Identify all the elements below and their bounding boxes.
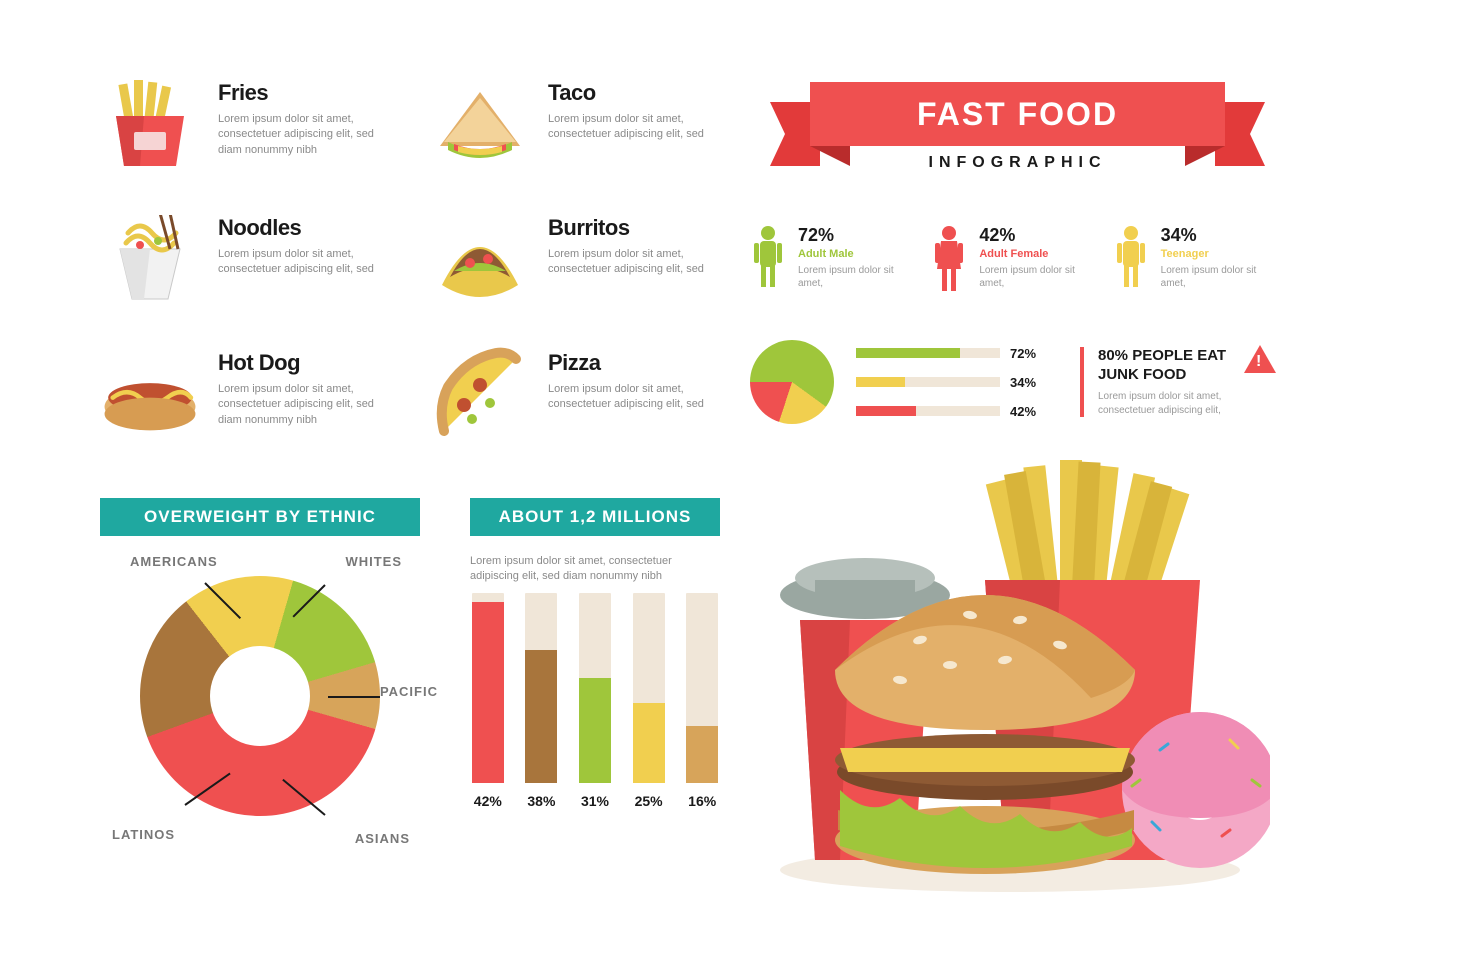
food-desc: Lorem ipsum dolor sit amet, consectetuer… [218, 247, 383, 278]
donut-seg-label: ASIANS [355, 831, 410, 846]
bar-chart: 42% 38% 31% 25% 16% [470, 599, 720, 809]
food-item-hotdog: Hot Dog Lorem ipsum dolor sit amet, cons… [100, 350, 390, 440]
bar-pct: 25% [635, 793, 663, 809]
donut-header: OVERWEIGHT BY ETHNIC [100, 498, 420, 536]
food-item-fries: Fries Lorem ipsum dolor sit amet, consec… [100, 80, 390, 170]
bar-pct: 42% [474, 793, 502, 809]
demo-2: 34% Teenager Lorem ipsum dolor sit amet, [1113, 225, 1270, 291]
bars-block: ABOUT 1,2 MILLIONS Lorem ipsum dolor sit… [470, 498, 720, 809]
bar-track [472, 593, 504, 783]
demo-desc: Lorem ipsum dolor sit amet, [979, 264, 1088, 290]
demo-pct: 42% [979, 225, 1088, 246]
food-grid: Fries Lorem ipsum dolor sit amet, consec… [100, 80, 720, 440]
hotdog-icon [100, 350, 200, 440]
food-desc: Lorem ipsum dolor sit amet, consectetuer… [548, 247, 713, 278]
bars-desc: Lorem ipsum dolor sit amet, consectetuer… [470, 554, 720, 585]
food-item-noodles: Noodles Lorem ipsum dolor sit amet, cons… [100, 215, 390, 305]
food-desc: Lorem ipsum dolor sit amet, consectetuer… [218, 112, 383, 158]
noodles-icon [100, 215, 200, 305]
demo-0: 72% Adult Male Lorem ipsum dolor sit ame… [750, 225, 907, 291]
taco-icon [430, 215, 530, 305]
food-title: Taco [548, 80, 713, 106]
bar-column: 25% [631, 593, 667, 809]
mini-bar: 34% [856, 375, 1058, 390]
person-icon [1113, 225, 1149, 291]
bar-pct: 31% [581, 793, 609, 809]
mini-bar: 42% [856, 404, 1058, 419]
donut-seg-label: WHITES [345, 554, 402, 569]
title-ribbon: FAST FOOD INFOGRAPHIC [770, 82, 1265, 180]
bar-track [525, 593, 557, 783]
hero-food-illustration [760, 460, 1270, 900]
mini-bar-pct: 72% [1010, 346, 1058, 361]
donut-block: OVERWEIGHT BY ETHNIC AMERICANSWHITESPACI… [100, 498, 420, 816]
warning-icon [1244, 345, 1276, 373]
bar-column: 16% [684, 593, 720, 809]
food-desc: Lorem ipsum dolor sit amet, consectetuer… [548, 382, 713, 413]
food-title: Pizza [548, 350, 713, 376]
summary-row: 72% 34% 42% 80% PEOPLE EAT JUNK FOOD Lor… [750, 340, 1270, 424]
donut-seg-label: AMERICANS [130, 554, 218, 569]
bar-column: 31% [577, 593, 613, 809]
food-title: Burritos [548, 215, 713, 241]
bar-column: 42% [470, 593, 506, 809]
bar-track [686, 593, 718, 783]
food-item-taco: Burritos Lorem ipsum dolor sit amet, con… [430, 215, 720, 305]
bar-track [633, 593, 665, 783]
food-item-sandwich: Taco Lorem ipsum dolor sit amet, consect… [430, 80, 720, 170]
food-desc: Lorem ipsum dolor sit amet, consectetuer… [218, 382, 383, 428]
food-title: Hot Dog [218, 350, 383, 376]
donut-seg-label: PACIFIC [380, 684, 438, 699]
mini-bar-track [856, 406, 1000, 416]
person-icon [931, 225, 967, 291]
donut-chart: AMERICANSWHITESPACIFICASIANSLATINOS [140, 576, 380, 816]
demographics-row: 72% Adult Male Lorem ipsum dolor sit ame… [750, 225, 1270, 291]
demo-1: 42% Adult Female Lorem ipsum dolor sit a… [931, 225, 1088, 291]
food-title: Noodles [218, 215, 383, 241]
bar-pct: 38% [527, 793, 555, 809]
bar-pct: 16% [688, 793, 716, 809]
mini-bar-track [856, 348, 1000, 358]
donut-seg-label: LATINOS [112, 827, 175, 842]
headline-desc: Lorem ipsum dolor sit amet, consectetuer… [1098, 390, 1270, 417]
food-title: Fries [218, 80, 383, 106]
mini-bar-pct: 34% [1010, 375, 1058, 390]
fries-icon [100, 80, 200, 170]
bar-track [579, 593, 611, 783]
food-desc: Lorem ipsum dolor sit amet, consectetuer… [548, 112, 713, 143]
demo-pct: 34% [1161, 225, 1270, 246]
mini-bar-pct: 42% [1010, 404, 1058, 419]
mini-bars: 72% 34% 42% [856, 346, 1058, 419]
demo-desc: Lorem ipsum dolor sit amet, [1161, 264, 1270, 290]
ribbon-title: FAST FOOD [917, 96, 1118, 133]
demo-label: Teenager [1161, 248, 1270, 260]
food-item-pizza: Pizza Lorem ipsum dolor sit amet, consec… [430, 350, 720, 440]
headline-callout: 80% PEOPLE EAT JUNK FOOD Lorem ipsum dol… [1080, 347, 1270, 418]
demo-label: Adult Female [979, 248, 1088, 260]
bar-column: 38% [524, 593, 560, 809]
donut-leader-line [328, 696, 380, 698]
pizza-icon [430, 350, 530, 440]
demo-pct: 72% [798, 225, 907, 246]
bars-header: ABOUT 1,2 MILLIONS [470, 498, 720, 536]
mini-bar-track [856, 377, 1000, 387]
demo-desc: Lorem ipsum dolor sit amet, [798, 264, 907, 290]
demo-label: Adult Male [798, 248, 907, 260]
mini-bar: 72% [856, 346, 1058, 361]
sandwich-icon [430, 80, 530, 170]
mini-pie-chart [750, 340, 834, 424]
person-icon [750, 225, 786, 291]
ribbon-subtitle: INFOGRAPHIC [850, 146, 1185, 180]
